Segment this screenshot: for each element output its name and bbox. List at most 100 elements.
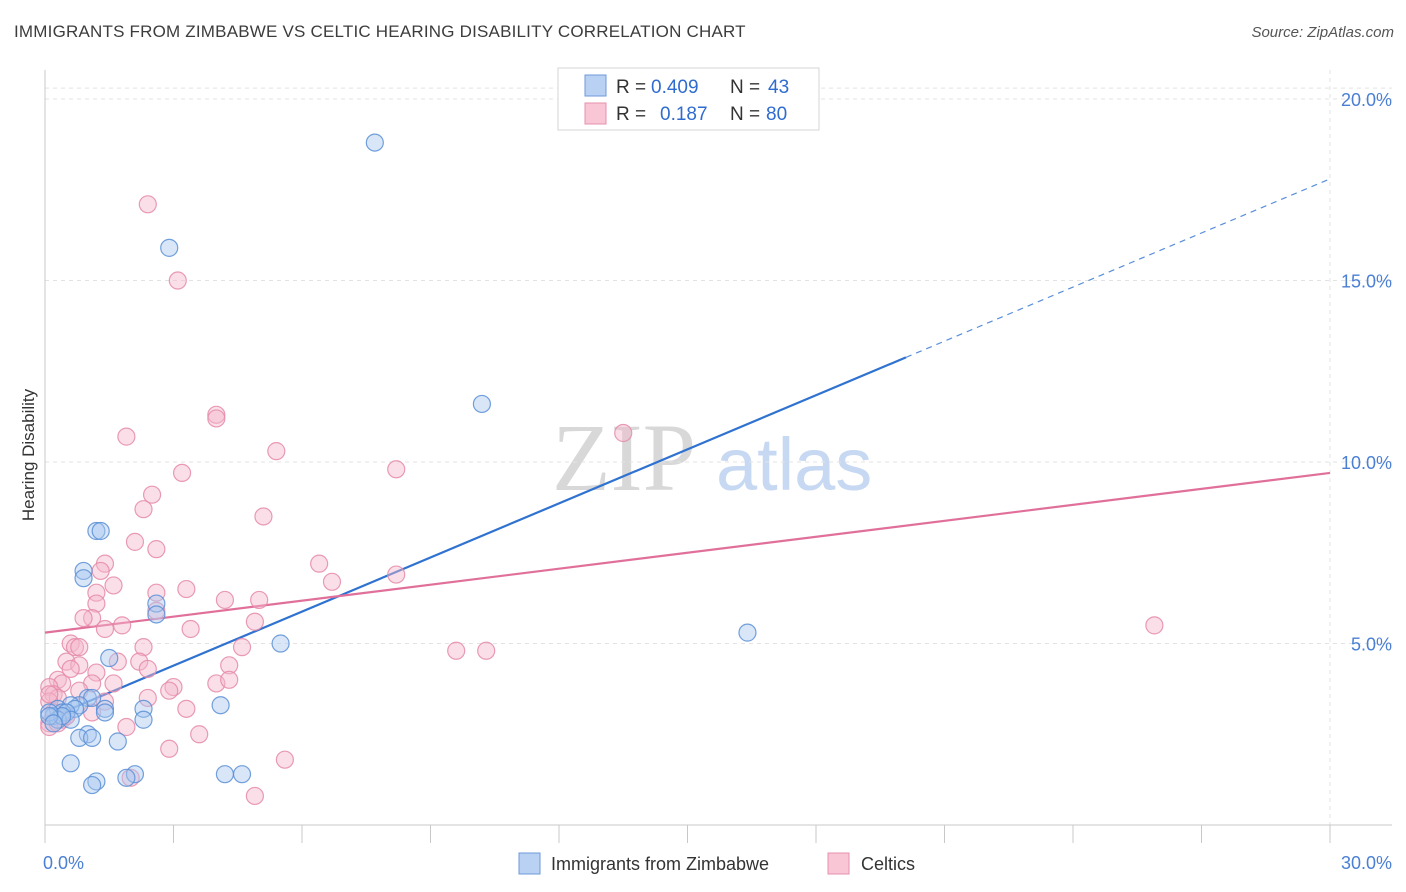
y-tick-label: 20.0%: [1341, 90, 1392, 110]
point-celtics: [322, 572, 342, 591]
point-zimbabwe: [108, 732, 127, 751]
legend-n-label-2: N =: [730, 104, 760, 125]
legend-swatch-pink: [584, 102, 607, 125]
point-celtics: [172, 463, 192, 483]
gridlines: [45, 70, 1392, 825]
y-tick-label: 5.0%: [1351, 635, 1392, 655]
point-celtics: [138, 688, 157, 708]
point-celtics: [117, 717, 136, 737]
bottom-legend-swatch-blue: [518, 852, 541, 875]
point-celtics: [245, 786, 264, 806]
point-celtics: [220, 670, 239, 689]
point-celtics: [87, 594, 106, 613]
point-zimbabwe: [215, 765, 234, 784]
point-celtics: [134, 500, 153, 519]
point-celtics: [65, 638, 85, 657]
y-tick-label: 10.0%: [1341, 453, 1392, 473]
legend-r-value-1: 0.409: [651, 77, 699, 98]
point-zimbabwe: [87, 521, 106, 541]
point-zimbabwe: [160, 238, 179, 257]
x-tick-label: 30.0%: [1341, 853, 1392, 873]
source-credit: Source: ZipAtlas.com: [1251, 24, 1394, 41]
point-celtics: [220, 656, 239, 675]
bottom-legend-label-celtics: Celtics: [861, 854, 915, 874]
point-zimbabwe: [74, 569, 93, 588]
point-celtics: [91, 561, 110, 581]
axes: [44, 70, 1392, 843]
point-celtics: [387, 460, 406, 479]
watermark-zip: ZIP: [552, 404, 696, 511]
point-zimbabwe: [147, 594, 166, 613]
bottom-legend: Immigrants from Zimbabwe Celtics: [518, 852, 915, 875]
point-celtics: [232, 638, 252, 657]
point-celtics: [142, 485, 162, 504]
point-celtics: [250, 590, 269, 610]
point-celtics: [614, 423, 633, 443]
point-celtics: [112, 616, 132, 635]
point-celtics: [138, 659, 157, 679]
point-celtics: [207, 409, 226, 428]
point-celtics: [168, 271, 187, 290]
point-celtics: [87, 663, 106, 682]
point-celtics: [215, 590, 234, 610]
bottom-legend-label-zimbabwe: Immigrants from Zimbabwe: [551, 854, 769, 874]
point-celtics: [177, 699, 196, 718]
point-celtics: [125, 532, 145, 551]
point-zimbabwe: [83, 775, 102, 795]
point-celtics: [177, 579, 196, 599]
point-celtics: [310, 554, 329, 573]
point-celtics: [387, 565, 406, 584]
point-celtics: [147, 583, 166, 602]
point-zimbabwe: [44, 714, 63, 733]
bottom-legend-swatch-pink: [827, 852, 850, 875]
x-tick-label: 0.0%: [43, 853, 84, 873]
point-zimbabwe: [134, 710, 153, 729]
point-zimbabwe: [472, 394, 491, 414]
point-celtics: [95, 619, 115, 639]
point-zimbabwe: [70, 728, 89, 747]
point-celtics: [87, 583, 106, 602]
point-celtics: [190, 725, 209, 744]
trend-line-zimbabwe-extension: [905, 178, 1331, 358]
point-celtics: [70, 638, 89, 657]
legend-r-label-2: R =: [616, 104, 646, 125]
point-zimbabwe: [74, 561, 93, 581]
point-celtics: [40, 685, 59, 704]
y-axis-label: Hearing Disability: [19, 388, 38, 521]
point-zimbabwe: [83, 728, 102, 747]
point-celtics: [254, 507, 273, 526]
chart-title: IMMIGRANTS FROM ZIMBABWE VS CELTIC HEARI…: [14, 22, 746, 41]
legend-n-value-1: 43: [768, 77, 789, 98]
data-points: [40, 133, 1164, 806]
point-celtics: [74, 609, 93, 628]
point-celtics: [104, 576, 123, 595]
trend-line-celtics: [44, 471, 1331, 634]
point-celtics: [267, 442, 286, 461]
point-zimbabwe: [91, 521, 110, 541]
point-celtics: [181, 619, 200, 639]
legend-r-value-2: 0.187: [660, 104, 708, 125]
tick-labels: 5.0% 10.0% 15.0% 20.0% 0.0% 30.0%: [43, 90, 1392, 873]
legend-swatch-blue: [584, 74, 607, 97]
point-celtics: [1145, 616, 1164, 635]
point-zimbabwe: [365, 133, 384, 152]
watermark-atlas: atlas: [716, 423, 872, 506]
point-celtics: [147, 540, 166, 559]
point-zimbabwe: [134, 699, 153, 718]
point-zimbabwe: [211, 696, 230, 715]
point-zimbabwe: [61, 754, 80, 773]
legend-n-label-1: N =: [730, 77, 760, 98]
point-zimbabwe: [271, 634, 290, 653]
point-celtics: [117, 427, 136, 446]
point-celtics: [61, 659, 80, 679]
trend-line-zimbabwe: [70, 356, 907, 710]
point-celtics: [104, 674, 123, 693]
point-zimbabwe: [95, 703, 115, 722]
point-celtics: [275, 750, 294, 769]
point-celtics: [160, 681, 179, 700]
point-celtics: [477, 641, 496, 660]
point-zimbabwe: [232, 765, 252, 784]
point-celtics: [245, 612, 264, 631]
y-tick-label: 15.0%: [1341, 272, 1392, 292]
